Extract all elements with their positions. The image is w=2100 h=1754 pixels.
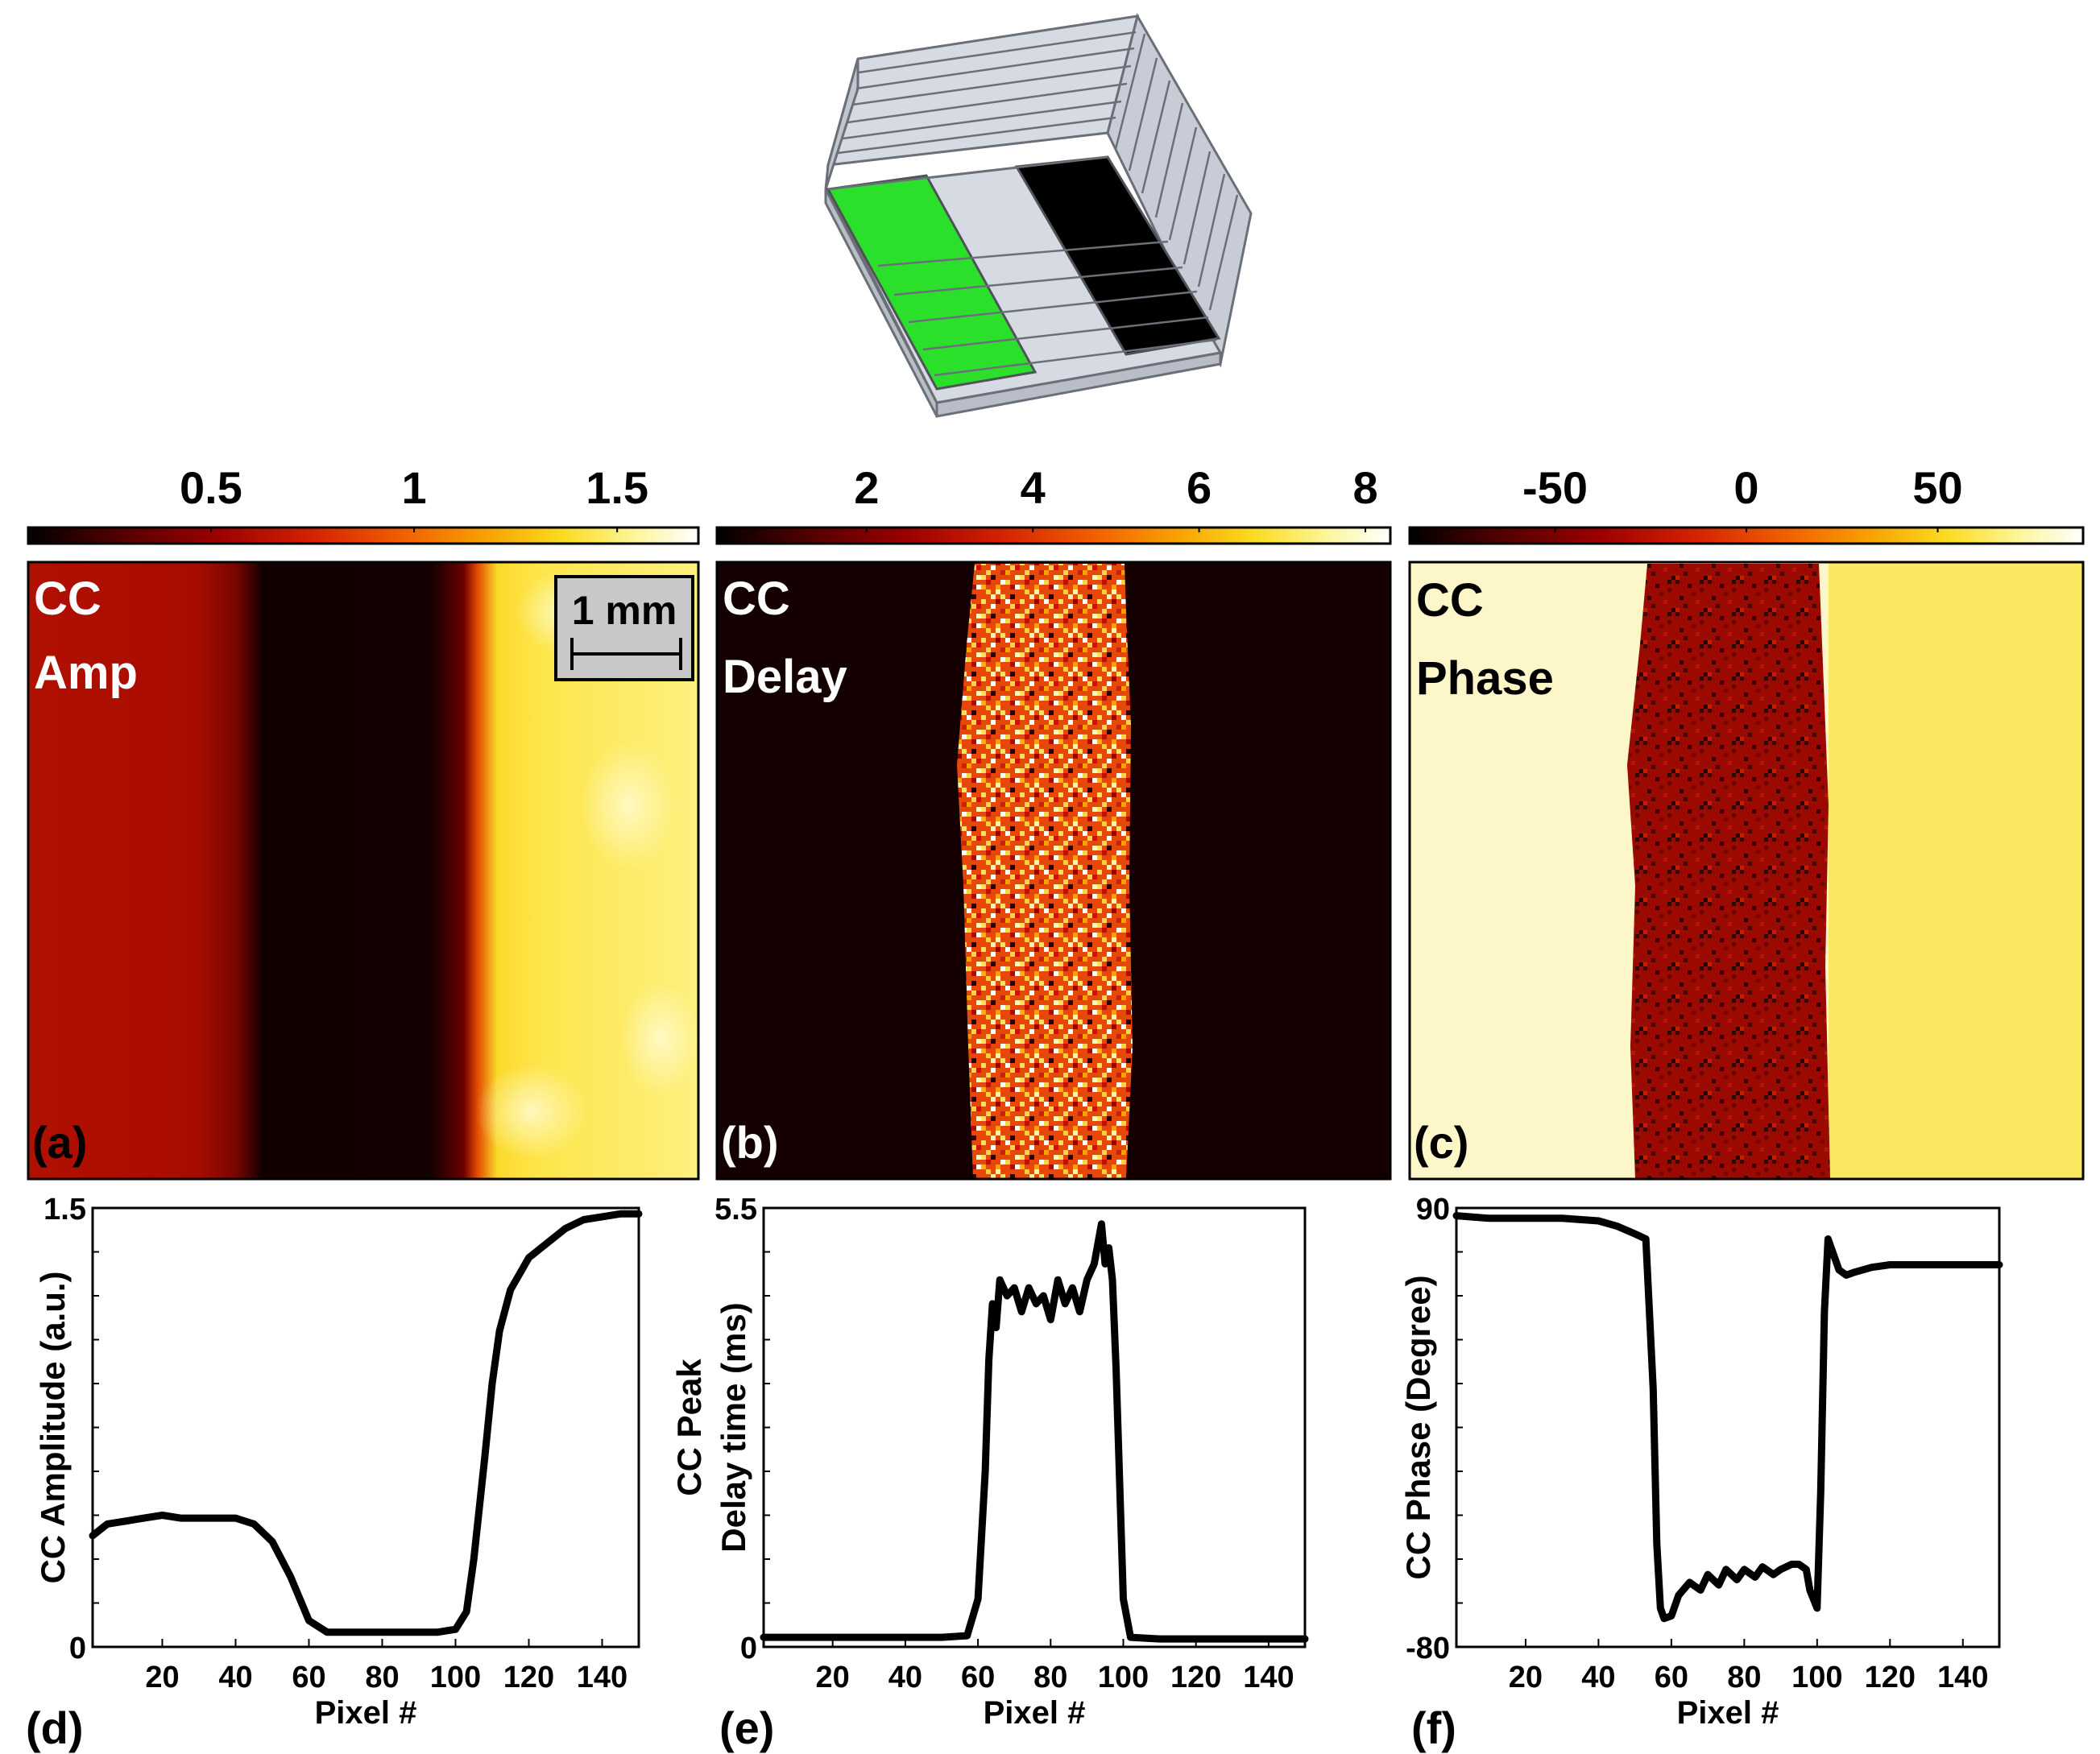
x-tick-label: 40 <box>218 1661 252 1694</box>
x-tick-label: 60 <box>961 1661 995 1694</box>
series-line <box>89 1210 643 1636</box>
y-tick-label: 0 <box>740 1632 757 1665</box>
y-tick-label: 5.5 <box>714 1193 757 1227</box>
y-tick-label: 90 <box>1416 1193 1450 1227</box>
y-axis-label-line1: CC Peak <box>670 1359 708 1496</box>
y-axis-label: CC Amplitude (a.u.) <box>34 1271 72 1583</box>
plot-panel-label: (f) <box>1411 1702 1456 1753</box>
x-tick-label: 140 <box>1243 1661 1294 1694</box>
panel-c-label: (c) <box>1414 1117 1468 1168</box>
plot-panel-label: (e) <box>719 1702 774 1753</box>
series-line <box>760 1220 1309 1643</box>
colorbar-tick-label: 1 <box>401 462 426 513</box>
colorbar-tick-label: 50 <box>1912 462 1962 513</box>
panel-a-title-line2: Amp <box>34 647 138 699</box>
sample-schematic-3d-box <box>824 13 1253 418</box>
panel-a-title-line1: CC <box>34 573 101 625</box>
colorbar-tick-label: 0.5 <box>180 462 242 513</box>
x-tick-label: 80 <box>1033 1661 1067 1694</box>
x-tick-label: 60 <box>292 1661 325 1694</box>
image-panel-phase: CC Phase (c) <box>1408 561 2085 1181</box>
y-tick-label: 1.5 <box>43 1193 86 1227</box>
series-line <box>1452 1212 2003 1623</box>
plot-frame <box>91 1206 640 1649</box>
x-tick-label: 120 <box>1170 1661 1221 1694</box>
panel-a-label: (a) <box>32 1117 87 1168</box>
x-tick-label: 60 <box>1655 1661 1688 1694</box>
x-axis-label: Pixel # <box>984 1695 1086 1731</box>
x-tick-label: 20 <box>145 1661 179 1694</box>
y-tick-label: -80 <box>1406 1632 1450 1665</box>
x-tick-label: 100 <box>1098 1661 1149 1694</box>
x-tick-label: 100 <box>430 1661 481 1694</box>
panel-b-title-line1: CC <box>723 573 790 625</box>
x-tick-label: 140 <box>577 1661 628 1694</box>
panel-b-title-line2: Delay <box>723 651 847 703</box>
colorbar-2: 2 4 6 8 <box>715 462 1392 545</box>
plot-panel-label: (d) <box>26 1702 84 1753</box>
line-plot-d: 20 40 60 80 100 120 140 0 1.5 Pixel # CC Amplitude… <box>26 1193 643 1753</box>
x-tick-label: 80 <box>1727 1661 1761 1694</box>
panel-c-title-line1: CC <box>1416 574 1484 627</box>
panel-c-title-line2: Phase <box>1416 652 1554 705</box>
x-tick-label: 40 <box>888 1661 922 1694</box>
colorbar-1: 0.5 1 1.5 <box>27 462 700 545</box>
colorbar-tick-label: 4 <box>1021 462 1046 513</box>
line-plot-f: 20 40 60 80 100 120 140 90 -80 Pixel # CC Phase (D… <box>1399 1193 2003 1753</box>
x-axis-label: Pixel # <box>1677 1695 1779 1731</box>
colorbar-gradient <box>27 526 700 545</box>
x-tick-label: 20 <box>816 1661 850 1694</box>
colorbar-tick-label: 2 <box>854 462 879 513</box>
panel-b-label: (b) <box>721 1117 779 1168</box>
plot-frame <box>1455 1206 2001 1649</box>
x-tick-label: 120 <box>1865 1661 1916 1694</box>
scale-bar: 1 mm <box>554 575 694 681</box>
x-tick-label: 140 <box>1937 1661 1988 1694</box>
x-tick-label: 120 <box>503 1661 554 1694</box>
x-tick-label: 80 <box>365 1661 399 1694</box>
colorbar-tick-label: -50 <box>1522 462 1588 513</box>
colorbar-tick-label: 8 <box>1352 462 1377 513</box>
x-tick-label: 40 <box>1581 1661 1615 1694</box>
image-panel-delay: CC Delay (b) <box>715 561 1392 1181</box>
green-stripe-region <box>826 174 1038 391</box>
colorbar-tick-label: 6 <box>1187 462 1212 513</box>
y-tick-label: 0 <box>69 1632 86 1665</box>
scale-bar-label: 1 mm <box>572 588 677 633</box>
y-axis-label: CC Phase (Degree) <box>1399 1275 1437 1579</box>
image-panel-amplitude: CC Amp (a) 1 mm <box>27 561 700 1181</box>
x-tick-label: 100 <box>1791 1661 1842 1694</box>
colorbar-gradient <box>715 526 1392 545</box>
y-axis-label-line2: Delay time (ms) <box>714 1302 752 1552</box>
colorbar-tick-label: 1.5 <box>586 462 648 513</box>
colorbar-tick-label: 0 <box>1733 462 1758 513</box>
line-plot-e: 20 40 60 80 100 120 140 0 5.5 Pixel # CC Peak Delay… <box>670 1193 1309 1753</box>
colorbar-3: -50 0 50 <box>1408 462 2085 545</box>
x-tick-label: 20 <box>1509 1661 1543 1694</box>
plot-frame <box>762 1206 1307 1649</box>
x-axis-label: Pixel # <box>315 1695 417 1731</box>
